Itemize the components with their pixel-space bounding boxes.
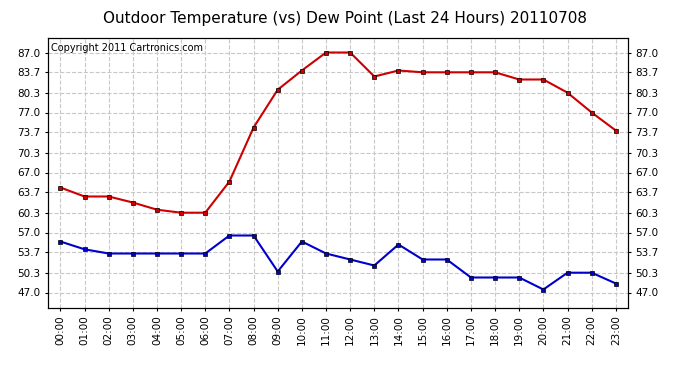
Text: Outdoor Temperature (vs) Dew Point (Last 24 Hours) 20110708: Outdoor Temperature (vs) Dew Point (Last… xyxy=(103,11,587,26)
Text: Copyright 2011 Cartronics.com: Copyright 2011 Cartronics.com xyxy=(51,43,203,53)
